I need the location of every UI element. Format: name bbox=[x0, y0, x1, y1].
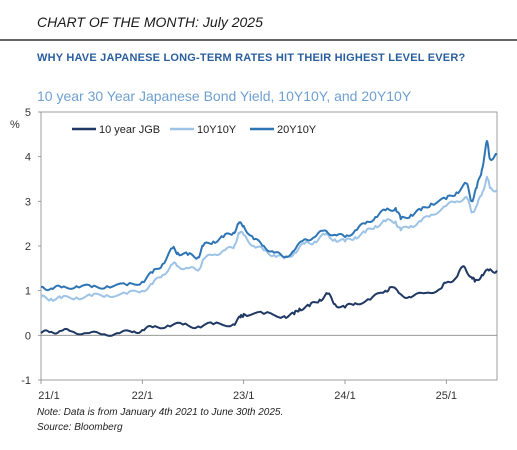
series-line-3 bbox=[40, 140, 498, 292]
x-tick-label: 22/1 bbox=[132, 390, 153, 402]
footnote-note: Note: Data is from January 4th 2021 to J… bbox=[37, 407, 284, 418]
x-tick-label: 25/1 bbox=[436, 390, 457, 402]
chart-axes: -1 0 1 2 3 4 5% 21/1 22/1 23/1 24/1 25/1 bbox=[10, 107, 498, 402]
y-axis-label: % bbox=[10, 119, 20, 131]
series-line-1 bbox=[40, 265, 498, 337]
page-subtitle: WHY HAVE JAPANESE LONG-TERM RATES HIT TH… bbox=[37, 52, 466, 64]
chart-title: 10 year 30 Year Japanese Bond Yield, 10Y… bbox=[37, 88, 412, 104]
y-tick-label: 4 bbox=[25, 152, 31, 164]
footnote-source: Source: Bloomberg bbox=[37, 422, 123, 433]
legend-label-2: 10Y10Y bbox=[197, 124, 237, 136]
legend-label-1: 10 year JGB bbox=[99, 124, 160, 136]
y-tick-label: 0 bbox=[25, 330, 31, 342]
page-header-title: CHART OF THE MONTH: July 2025 bbox=[37, 14, 263, 30]
x-tick-label: 24/1 bbox=[334, 390, 355, 402]
plot-frame bbox=[40, 111, 498, 381]
y-tick-label: -1 bbox=[21, 375, 31, 387]
x-tick-label: 21/1 bbox=[38, 390, 59, 402]
chart-legend: 10 year JGB 10Y10Y 20Y10Y bbox=[72, 124, 317, 136]
y-tick-label: 1 bbox=[25, 286, 31, 298]
legend-label-3: 20Y10Y bbox=[277, 124, 317, 136]
y-tick-label: 2 bbox=[25, 241, 31, 253]
chart-series bbox=[40, 140, 498, 337]
header-divider bbox=[0, 39, 517, 41]
y-tick-label: 3 bbox=[25, 196, 31, 208]
x-tick-label: 23/1 bbox=[233, 390, 254, 402]
y-tick-label: 5 bbox=[25, 107, 31, 119]
series-line-2 bbox=[40, 175, 498, 302]
